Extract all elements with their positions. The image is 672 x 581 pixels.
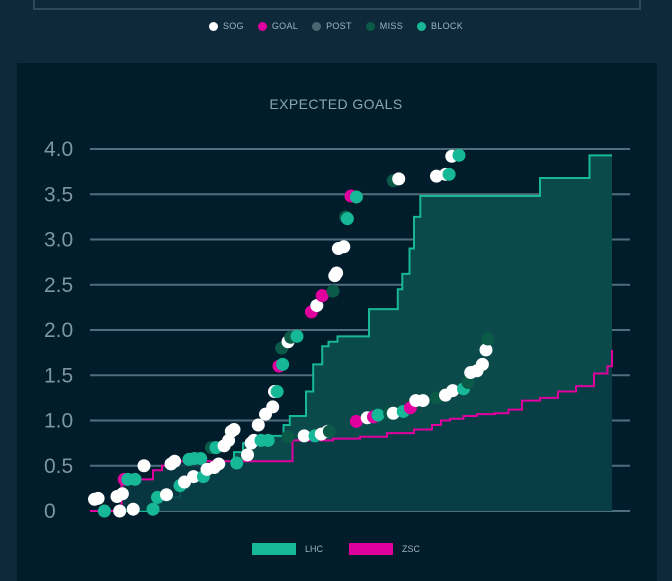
shot-point-miss xyxy=(461,375,475,389)
y-tick-label: 1.5 xyxy=(44,364,73,387)
shot-point-block xyxy=(261,433,275,447)
legend-label: GOAL xyxy=(271,21,299,31)
shot-point-block xyxy=(230,456,244,470)
y-tick-label: 3.0 xyxy=(44,229,73,252)
legend-item-miss[interactable]: MISS xyxy=(365,21,404,31)
top-frame xyxy=(33,0,641,10)
shot-point-sog xyxy=(137,459,151,473)
y-tick-label: 1.0 xyxy=(44,410,73,433)
shot-point-block xyxy=(442,167,456,181)
shot-point-block xyxy=(97,504,111,518)
y-tick-label: 2.5 xyxy=(44,274,73,297)
shot-point-block xyxy=(276,357,290,371)
series-area-zsc xyxy=(90,349,612,511)
chart-title: EXPECTED GOALS xyxy=(269,96,403,112)
shot-point-goal xyxy=(349,414,363,428)
shot-type-legend: SOG GOAL POST MISS BLOCK xyxy=(0,21,672,31)
legend-swatch xyxy=(349,543,393,555)
legend-label: BLOCK xyxy=(431,21,464,31)
legend-item-block[interactable]: BLOCK xyxy=(417,21,463,31)
shot-point-block xyxy=(349,190,363,204)
legend-label: POST xyxy=(326,21,352,31)
legend-label: MISS xyxy=(379,21,404,31)
shot-point-sog xyxy=(160,488,173,502)
shot-point-sog xyxy=(266,400,280,414)
legend-dot-icon xyxy=(208,21,218,31)
legend-item-post[interactable]: POST xyxy=(312,21,352,31)
shot-point-block xyxy=(270,385,284,399)
y-tick-label: 4.0 xyxy=(44,138,73,161)
legend-label: SOG xyxy=(222,21,244,31)
shot-point-sog xyxy=(187,470,200,484)
shot-point-block xyxy=(146,502,160,516)
y-tick-label: 0 xyxy=(44,500,56,523)
legend-dot-icon xyxy=(417,21,427,31)
shot-point-miss xyxy=(326,284,340,298)
shot-point-block xyxy=(452,148,466,162)
legend-dot-icon xyxy=(365,21,375,31)
shot-point-sog xyxy=(227,423,241,437)
shot-point-sog xyxy=(337,240,351,254)
shot-point-sog xyxy=(113,504,127,518)
legend-item-zsc[interactable]: ZSC xyxy=(349,543,420,555)
shot-point-sog xyxy=(212,457,226,471)
shot-point-sog xyxy=(297,429,311,443)
shot-point-sog xyxy=(168,454,182,468)
legend-item-sog[interactable]: SOG xyxy=(208,21,244,31)
legend-label: LHC xyxy=(304,544,323,554)
shot-point-block xyxy=(371,408,385,422)
legend-item-goal[interactable]: GOAL xyxy=(257,21,299,31)
y-tick-label: 0.5 xyxy=(44,455,73,478)
shot-point-block xyxy=(290,329,304,343)
shot-point-block xyxy=(194,452,208,466)
legend-dot-icon xyxy=(312,21,322,31)
legend-item-lhc[interactable]: LHC xyxy=(251,543,323,555)
shot-point-sog xyxy=(386,406,400,420)
shot-point-miss xyxy=(281,430,295,444)
shot-point-sog xyxy=(479,343,493,357)
team-legend: LHC ZSC xyxy=(0,543,672,555)
shot-point-sog xyxy=(251,418,265,432)
y-tick-label: 2.0 xyxy=(44,319,73,342)
legend-dot-icon xyxy=(257,21,267,31)
shot-point-sog xyxy=(241,448,254,462)
shot-point-sog xyxy=(126,502,140,516)
shot-point-miss xyxy=(481,332,495,346)
shot-point-sog xyxy=(330,266,344,280)
shot-point-sog xyxy=(416,394,430,408)
shot-point-block xyxy=(128,472,142,486)
shot-point-sog xyxy=(115,487,129,501)
shot-point-sog xyxy=(475,357,489,371)
y-tick-label: 3.5 xyxy=(44,183,73,206)
legend-swatch xyxy=(251,543,296,555)
shot-point-sog xyxy=(310,299,324,313)
series-line-zsc xyxy=(90,349,613,512)
shot-point-miss xyxy=(322,424,336,438)
shot-point-sog xyxy=(91,491,105,505)
shot-point-sog xyxy=(392,172,406,186)
shot-point-sog xyxy=(446,384,460,398)
shot-point-goal xyxy=(315,289,329,303)
shot-point-block xyxy=(340,212,354,226)
legend-label: ZSC xyxy=(402,544,420,554)
